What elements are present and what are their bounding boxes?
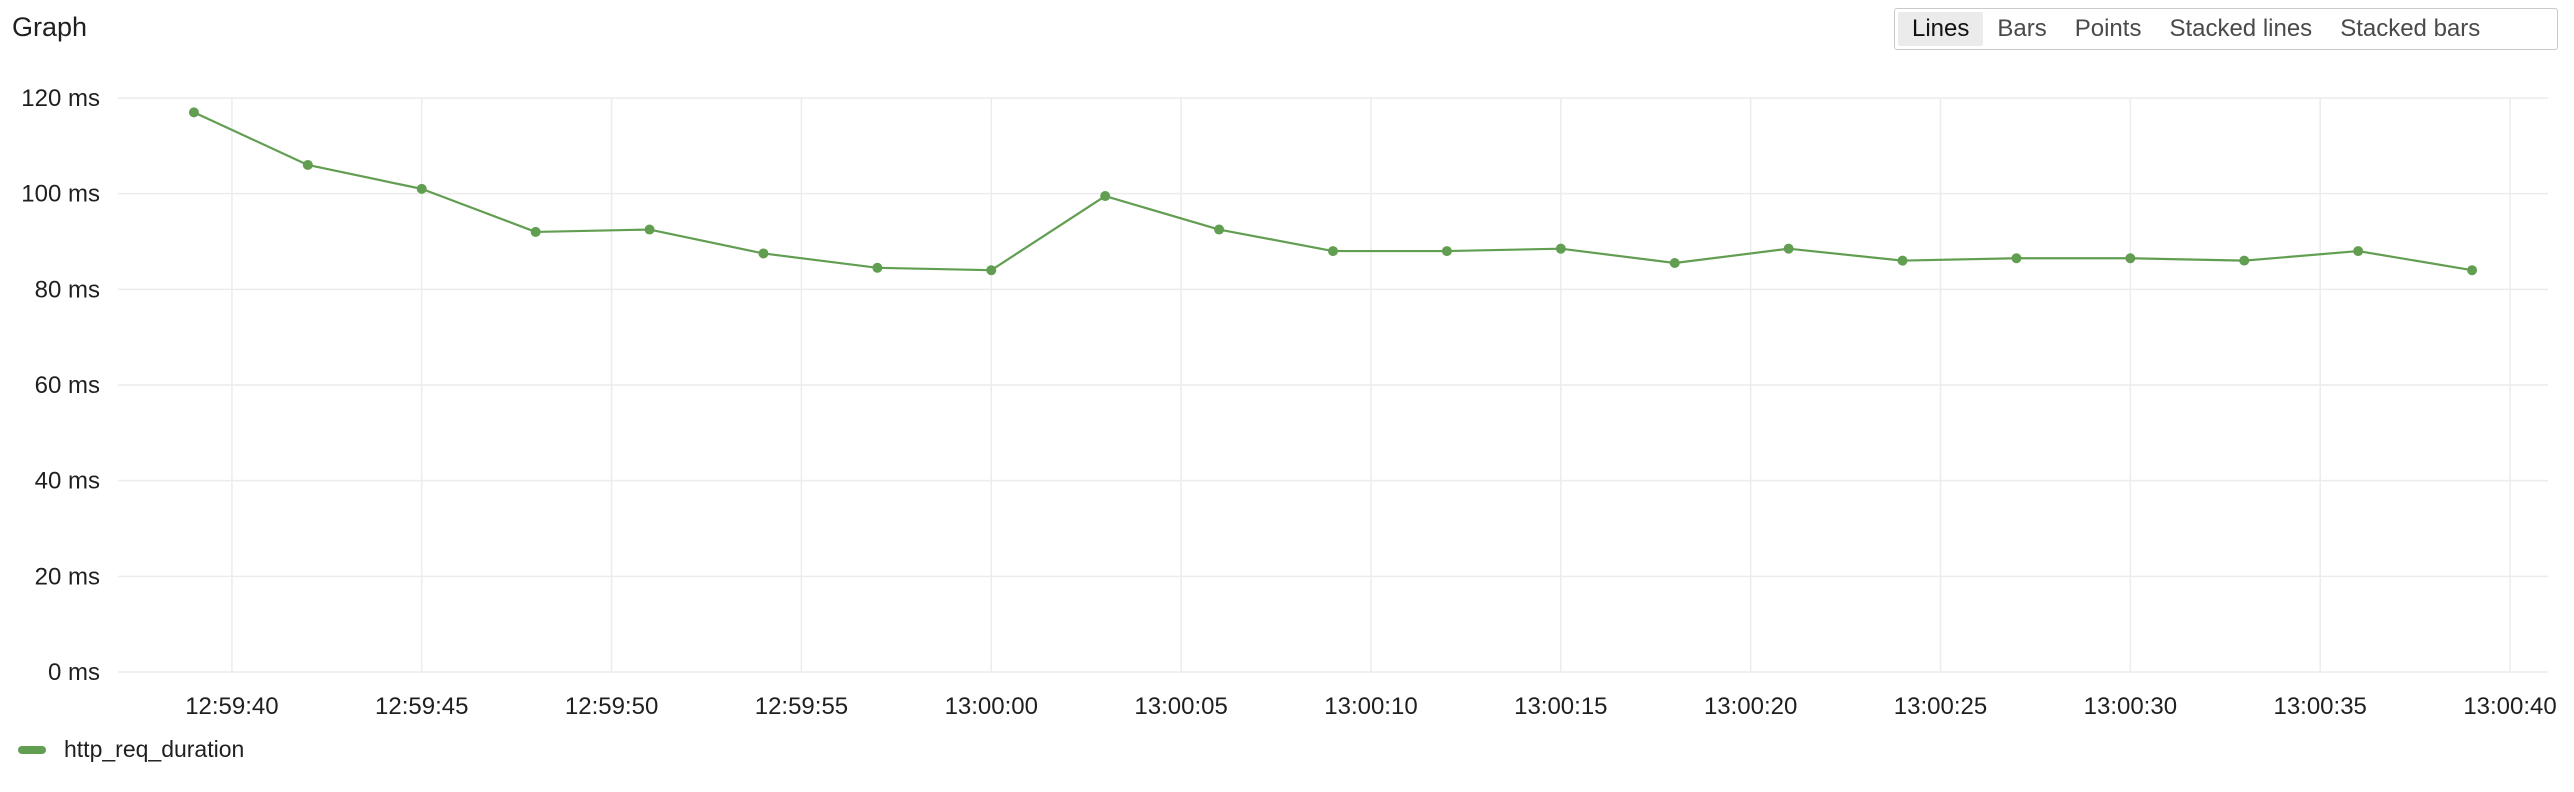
- data-point[interactable]: [872, 262, 883, 273]
- x-tick-label: 13:00:40: [2463, 693, 2556, 720]
- x-tick-label: 13:00:10: [1324, 693, 1417, 720]
- x-tick-label: 12:59:50: [565, 693, 658, 720]
- data-point[interactable]: [530, 226, 541, 237]
- view-stacked-bars-button[interactable]: Stacked bars: [2340, 15, 2481, 42]
- y-tick-label: 0 ms: [48, 659, 100, 686]
- x-tick-label: 13:00:20: [1704, 693, 1797, 720]
- y-tick-label: 20 ms: [35, 563, 100, 590]
- data-point[interactable]: [1669, 258, 1680, 269]
- legend-label[interactable]: http_req_duration: [64, 736, 245, 762]
- x-tick-label: 12:59:45: [375, 693, 468, 720]
- data-point[interactable]: [1441, 246, 1452, 257]
- data-point[interactable]: [2125, 253, 2136, 264]
- data-point[interactable]: [1897, 255, 1908, 266]
- panel-title: Graph: [12, 12, 88, 42]
- view-lines-button[interactable]: Lines: [1898, 12, 1984, 46]
- data-point[interactable]: [2239, 255, 2250, 266]
- data-point[interactable]: [2467, 265, 2478, 276]
- legend-swatch: [18, 745, 46, 754]
- data-point[interactable]: [188, 107, 199, 118]
- data-point[interactable]: [758, 248, 769, 259]
- legend: http_req_duration: [18, 736, 244, 763]
- x-tick-label: 13:00:30: [2084, 693, 2177, 720]
- line-chart: 120 ms 100 ms 80 ms 60 ms 40 ms 20 ms 0 ms 12:5…: [21, 85, 2556, 720]
- data-point[interactable]: [986, 265, 997, 276]
- y-tick-label: 100 ms: [21, 181, 100, 208]
- view-mode-switch: Lines Bars Points Stacked lines Stacked …: [1894, 8, 2558, 50]
- x-tick-label: 13:00:25: [1894, 693, 1987, 720]
- x-tick-label: 13:00:35: [2273, 693, 2366, 720]
- x-tick-label: 13:00:15: [1514, 693, 1607, 720]
- data-point[interactable]: [2353, 246, 2364, 257]
- x-tick-label: 13:00:05: [1134, 693, 1227, 720]
- view-stacked-lines-button[interactable]: Stacked lines: [2169, 15, 2313, 42]
- y-tick-label: 60 ms: [35, 372, 100, 399]
- data-point[interactable]: [416, 183, 427, 194]
- data-point[interactable]: [1214, 224, 1225, 235]
- y-tick-label: 40 ms: [35, 468, 100, 495]
- x-tick-label: 12:59:55: [755, 693, 848, 720]
- view-points-button[interactable]: Points: [2074, 15, 2142, 42]
- x-tick-label: 12:59:40: [185, 693, 278, 720]
- view-bars-button[interactable]: Bars: [1997, 15, 2047, 42]
- data-point[interactable]: [644, 224, 655, 235]
- data-point[interactable]: [1783, 243, 1794, 254]
- data-point[interactable]: [302, 159, 313, 170]
- data-point[interactable]: [1100, 191, 1111, 202]
- x-tick-label: 13:00:00: [945, 693, 1038, 720]
- data-point[interactable]: [1328, 246, 1338, 257]
- y-tick-label: 80 ms: [35, 276, 100, 303]
- y-tick-label: 120 ms: [21, 85, 100, 112]
- data-point[interactable]: [2011, 253, 2022, 264]
- data-point[interactable]: [1555, 243, 1566, 254]
